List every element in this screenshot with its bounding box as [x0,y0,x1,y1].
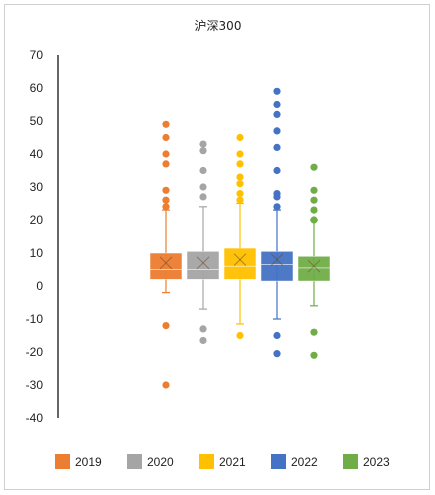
outlier-point [199,140,207,148]
mean-marker-stroke-b [196,256,210,270]
outlier-point [310,216,318,224]
legend-swatch [199,454,214,469]
outlier-point [236,150,244,158]
outlier-point [273,100,281,109]
box-2019 [149,120,183,389]
chart-title: 沪深300 [195,19,242,33]
y-tick-label: -20 [26,345,44,359]
legend-item-2023: 2023 [343,454,390,469]
box-body [260,251,294,282]
outlier-point [236,133,244,142]
outlier-point [273,193,281,201]
y-tick-label: 0 [36,279,43,293]
outlier-point [273,166,281,175]
box-2022 [260,87,294,358]
outlier-point [236,160,244,168]
legend-label: 2022 [291,455,318,469]
legend-label: 2021 [219,455,246,469]
outlier-point [273,331,281,340]
y-tick-label: 20 [30,213,44,227]
y-tick-label: 70 [30,48,44,62]
outlier-point [310,328,318,336]
outlier-point [162,133,170,142]
outlier-point [236,196,244,204]
legend-item-2019: 2019 [55,454,102,469]
legend-item-2020: 2020 [127,454,174,469]
box-2021 [223,133,257,340]
legend: 2019 2020 2021 2022 2023 [55,454,390,469]
plot-area [149,87,331,389]
outlier-point [162,322,170,330]
box-body [223,247,257,280]
outlier-point [310,196,318,204]
mean-marker-stroke-b [270,253,284,266]
mean-marker-stroke-b [307,259,321,273]
outlier-point [236,331,244,340]
y-axis: 70 60 50 40 30 20 10 0 -10 -20 -30 -40 [26,48,59,425]
outlier-point [199,147,207,155]
outlier-point [273,110,281,118]
outlier-point [236,173,244,181]
outlier-point [273,87,281,95]
legend-swatch [343,454,358,469]
y-tick-label: 50 [30,114,44,128]
outlier-point [162,150,170,158]
y-tick-label: 40 [30,147,44,161]
box-body [149,252,183,280]
legend-swatch [271,454,286,469]
outlier-point [273,350,281,358]
legend-label: 2020 [147,455,174,469]
mean-marker-stroke-b [159,256,173,270]
box-body [297,256,331,282]
y-tick-label: -10 [26,312,44,326]
outlier-point [310,351,318,359]
legend-label: 2019 [75,455,102,469]
outlier-point [273,203,281,211]
outlier-point [310,163,318,171]
outlier-point [199,166,207,175]
outlier-point [199,325,207,333]
outlier-point [162,160,170,168]
outlier-point [199,193,207,201]
mean-marker-stroke-b [233,253,247,266]
outlier-point [310,186,318,194]
box-body [186,251,220,280]
y-tick-label: 30 [30,180,44,194]
box-2023 [297,163,331,359]
box-2020 [186,140,220,345]
outlier-point [162,203,170,211]
outlier-point [273,143,281,151]
chart-frame: 沪深300 70 60 50 40 30 20 10 0 -10 -20 -30 -40 2019 20… [4,4,430,490]
outlier-point [162,186,170,194]
legend-swatch [55,454,70,469]
legend-item-2022: 2022 [271,454,318,469]
outlier-point [236,190,244,198]
legend-item-2021: 2021 [199,454,246,469]
outlier-point [199,336,207,345]
y-tick-label: 60 [30,81,44,95]
outlier-point [162,120,170,128]
y-tick-label: -30 [26,378,44,392]
outlier-point [199,183,207,191]
legend-label: 2023 [363,455,390,469]
y-tick-label: 10 [30,246,44,260]
outlier-point [236,180,244,188]
outlier-point [162,381,170,389]
outlier-point [273,127,281,135]
outlier-point [162,196,170,204]
legend-swatch [127,454,142,469]
y-tick-label: -40 [26,411,44,425]
outlier-point [310,206,318,214]
